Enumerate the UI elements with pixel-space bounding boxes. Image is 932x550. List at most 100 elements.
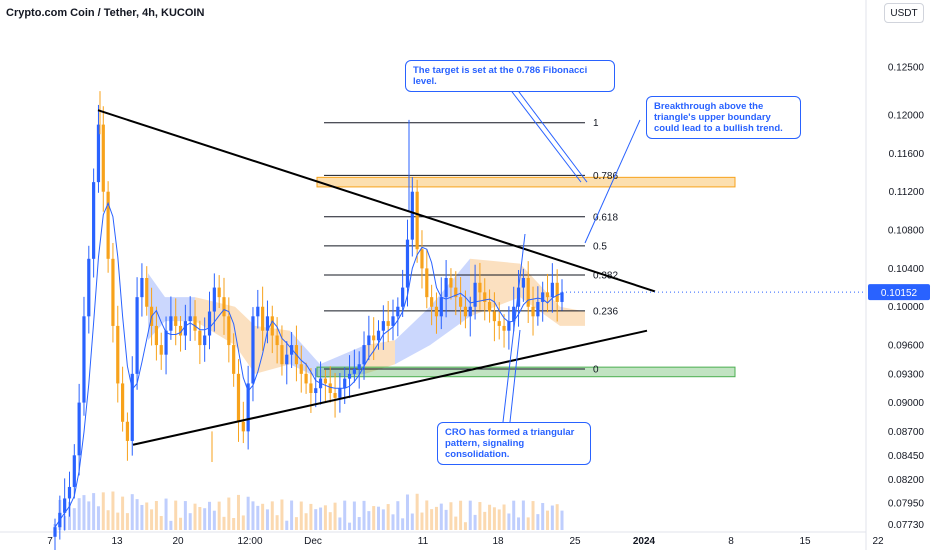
volume-bar — [217, 501, 221, 530]
fib-label: 0.236 — [593, 306, 618, 317]
candle-body — [507, 321, 511, 331]
cloud-segment — [290, 330, 320, 379]
volume-bar — [169, 520, 173, 530]
volume-bar — [159, 516, 163, 530]
volume-bar — [150, 509, 154, 530]
candle-body — [82, 316, 86, 403]
volume-bar — [459, 500, 463, 530]
candle-body — [492, 311, 496, 322]
callout-triangle[interactable]: CRO has formed a triangular pattern, sig… — [437, 422, 591, 465]
volume-bar — [111, 491, 115, 530]
candle-body — [526, 277, 530, 307]
volume-bar — [473, 514, 477, 530]
candle-body — [265, 316, 270, 331]
candle-body — [164, 330, 168, 355]
volume-bar — [198, 507, 202, 530]
candle-body — [420, 249, 424, 269]
price-tick-label: 0.11600 — [889, 149, 925, 160]
candle-body — [251, 316, 255, 384]
volume-bar — [319, 507, 323, 530]
volume-bar — [444, 509, 448, 530]
candle-body — [154, 325, 158, 346]
volume-bar — [101, 492, 105, 530]
chart-title: Crypto.com Coin / Tether, 4h, KUCOIN — [6, 7, 205, 19]
candle-body — [362, 345, 366, 365]
time-tick-label: 8 — [728, 536, 734, 547]
volume-bar — [348, 522, 352, 530]
volume-bar — [241, 515, 245, 530]
volume-bar — [497, 509, 501, 530]
last-price-label: 0.10152 — [881, 288, 918, 299]
candle-body — [512, 306, 516, 322]
volume-bar — [309, 503, 313, 530]
cloud-segment — [560, 306, 585, 326]
pointer-line — [584, 119, 641, 244]
time-tick-label: 12:00 — [237, 536, 262, 547]
volume-bar — [434, 506, 438, 530]
volume-bar — [256, 505, 260, 530]
volume-bar — [410, 513, 414, 530]
volume-bar — [314, 509, 318, 530]
callout-fib-target[interactable]: The target is set at the 0.786 Fibonacci… — [405, 60, 615, 92]
candle-body — [434, 306, 439, 317]
volume-bar — [449, 502, 453, 530]
volume-bar — [290, 500, 294, 530]
volume-bar — [251, 501, 255, 530]
candle-body — [555, 282, 559, 302]
price-tick-label: 0.12500 — [888, 63, 925, 74]
volume-bar — [521, 500, 525, 530]
candle-body — [121, 383, 125, 422]
candle-body — [106, 191, 110, 259]
volume-bar — [439, 503, 443, 530]
candle-body — [101, 124, 105, 192]
pointer-line — [502, 79, 582, 183]
candle-body — [72, 455, 76, 487]
candle-body — [169, 316, 173, 331]
volume-bar — [415, 493, 419, 530]
volume-bar — [396, 501, 400, 530]
volume-bar — [352, 501, 356, 530]
volume-bar — [492, 507, 496, 530]
candle-body — [425, 268, 429, 298]
trendline-lower — [132, 329, 648, 446]
volume-bar — [386, 504, 390, 530]
candle-body — [285, 354, 289, 365]
volume-bar — [82, 495, 86, 530]
candle-body — [357, 364, 361, 370]
volume-bar — [367, 511, 371, 530]
volume-bar — [145, 502, 149, 530]
volume-bar — [174, 500, 178, 530]
cloud-segment — [235, 306, 255, 374]
candle-body — [468, 306, 472, 317]
volume-bar — [560, 510, 564, 530]
volume-bar — [483, 511, 487, 530]
candle-body — [483, 292, 487, 302]
volume-bar — [106, 510, 110, 530]
candle-body — [444, 277, 448, 298]
candle-body — [396, 306, 400, 317]
candle-body — [256, 306, 260, 317]
candle-body — [338, 388, 342, 398]
candle-body — [347, 373, 352, 379]
volume-bar — [265, 509, 269, 530]
volume-bar — [555, 504, 559, 530]
volume-bar — [391, 514, 395, 530]
candle-body — [207, 311, 212, 336]
volume-bar — [478, 502, 482, 530]
volume-bar — [420, 512, 424, 530]
candle-body — [125, 421, 130, 441]
candle-body — [217, 287, 221, 298]
cloud-segment — [365, 340, 395, 374]
callout-breakthrough[interactable]: Breakthrough above the triangle's upper … — [646, 96, 801, 139]
price-tick-label: 0.08200 — [888, 475, 925, 486]
volume-bar — [87, 501, 91, 530]
currency-selector[interactable]: USDT — [884, 3, 924, 23]
volume-bar — [246, 496, 250, 530]
candle-body — [550, 282, 554, 298]
volume-bar — [179, 517, 183, 530]
price-tick-label: 0.10000 — [888, 302, 925, 313]
volume-bar — [77, 498, 81, 530]
candle-body — [463, 306, 468, 317]
volume-bar — [323, 505, 327, 530]
